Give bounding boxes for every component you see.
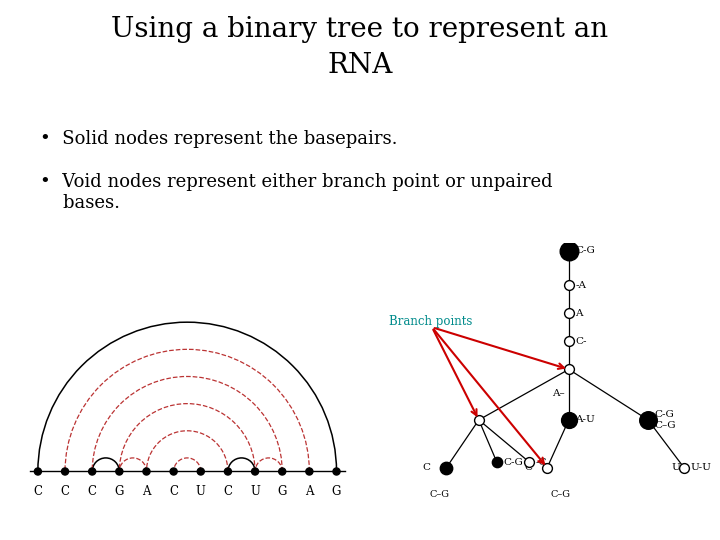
- Text: C: C: [223, 485, 233, 498]
- Circle shape: [197, 468, 204, 475]
- Text: A: A: [575, 309, 582, 318]
- Text: U: U: [672, 463, 680, 472]
- Text: G: G: [114, 485, 124, 498]
- Text: C: C: [33, 485, 42, 498]
- Text: U: U: [196, 485, 206, 498]
- Point: [523, 458, 535, 467]
- Circle shape: [89, 468, 96, 475]
- Text: •  Void nodes represent either branch point or unpaired
    bases.: • Void nodes represent either branch poi…: [40, 173, 552, 212]
- Circle shape: [225, 468, 231, 475]
- Text: C-G
C–G: C-G C–G: [654, 410, 676, 430]
- Text: C-: C-: [575, 337, 587, 346]
- Point: [563, 309, 575, 318]
- Circle shape: [61, 468, 68, 475]
- Circle shape: [116, 468, 123, 475]
- Point: [473, 416, 485, 424]
- Point: [563, 281, 575, 289]
- Text: C: C: [60, 485, 70, 498]
- Circle shape: [279, 468, 286, 475]
- Text: Using a binary tree to represent an
RNA: Using a binary tree to represent an RNA: [112, 16, 608, 79]
- Point: [541, 463, 553, 472]
- Text: C-G: C-G: [503, 457, 523, 467]
- Text: -C: -C: [536, 457, 547, 467]
- Point: [491, 458, 503, 467]
- Circle shape: [333, 468, 340, 475]
- Point: [678, 463, 690, 472]
- Point: [563, 365, 575, 374]
- Text: C–G: C–G: [429, 490, 449, 499]
- Circle shape: [143, 468, 150, 475]
- Circle shape: [251, 468, 258, 475]
- Point: [563, 416, 575, 424]
- Text: C: C: [169, 485, 178, 498]
- Text: A-U: A-U: [575, 415, 595, 424]
- Point: [563, 247, 575, 256]
- Text: -A: -A: [575, 281, 586, 289]
- Point: [441, 463, 452, 472]
- Text: A–: A–: [552, 389, 564, 398]
- Text: C: C: [88, 485, 96, 498]
- Text: U: U: [250, 485, 260, 498]
- Text: G: G: [277, 485, 287, 498]
- Text: C: C: [525, 463, 533, 472]
- Text: G: G: [332, 485, 341, 498]
- Text: U-U: U-U: [690, 463, 711, 472]
- Circle shape: [306, 468, 313, 475]
- Text: C-G: C-G: [575, 246, 595, 255]
- Point: [563, 337, 575, 346]
- Circle shape: [170, 468, 177, 475]
- Point: [642, 416, 654, 424]
- Text: Branch points: Branch points: [389, 315, 472, 328]
- Text: •  Solid nodes represent the basepairs.: • Solid nodes represent the basepairs.: [40, 130, 397, 147]
- Text: C–G: C–G: [551, 490, 571, 499]
- Circle shape: [35, 468, 42, 475]
- Text: C: C: [422, 463, 431, 472]
- Text: A: A: [305, 485, 314, 498]
- Text: A: A: [143, 485, 150, 498]
